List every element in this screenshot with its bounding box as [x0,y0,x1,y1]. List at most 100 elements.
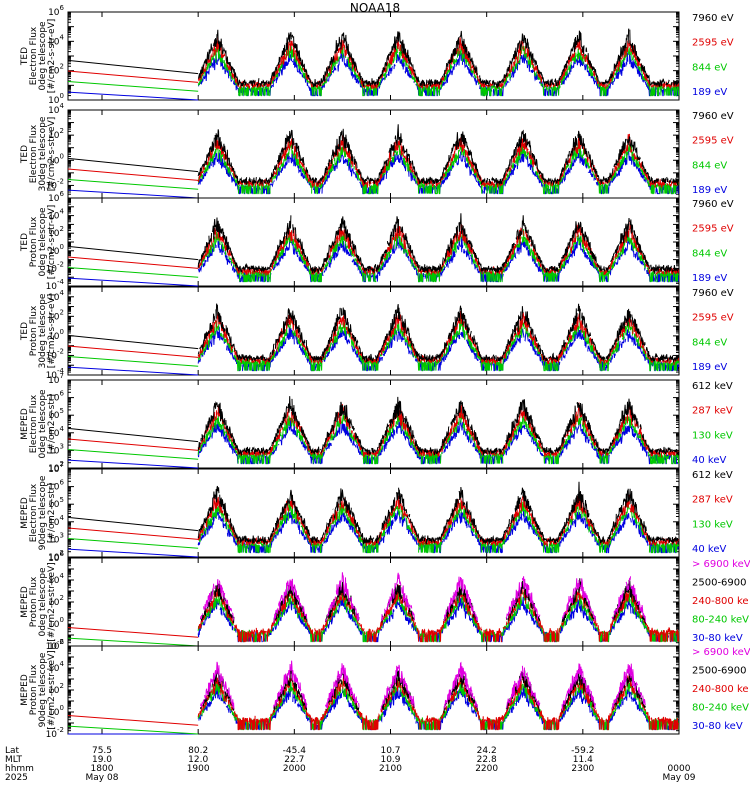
legend-entry: 287 keV [692,495,733,506]
y-axis-label: TED [20,47,30,66]
legend-entry: 2595 eV [692,313,734,324]
lat-tick-label: -59.2 [571,746,594,756]
mlt-tick-label: 19.0 [92,755,112,765]
series-interp-line [67,168,199,181]
axis-row-label: Lat [5,746,20,756]
legend-entry: 612 keV [692,470,733,481]
series-interp-line [67,548,199,558]
legend-entry: 40 keV [692,455,726,466]
series-interp-line [67,245,199,261]
legend-entry: 2500-6900 [692,666,747,677]
series-interp-line [67,449,199,460]
time-tick-label: 1800 [91,764,114,774]
legend-entry: 189 eV [692,362,727,373]
series-trace [198,500,680,554]
lat-tick-label: 80.2 [188,746,208,756]
legend-entry: 7960 eV [692,13,734,24]
date-tick-label: May 09 [663,773,696,783]
series-trace [200,660,646,711]
time-tick-label: 2300 [571,764,594,774]
legend-entry: 844 eV [692,160,727,171]
time-tick-label: 2100 [379,764,402,774]
legend-entry: 612 keV [692,381,733,392]
series-trace [197,28,680,88]
y-axis-label: TED [20,322,30,341]
series-trace [197,124,679,186]
series-interp-line [67,356,199,367]
series-interp-line [67,516,199,532]
y-axis-label: [#/cm2-s-str] [47,394,57,454]
y-axis-label: 90deg telescope [38,652,48,727]
time-tick-label: 2200 [475,764,498,774]
legend-entry: 80-240 keV [692,703,749,714]
lat-tick-label: 24.2 [477,746,497,756]
y-axis-label: Electron Flux [29,483,39,542]
y-axis-label: [#/cm2-s-str-eV] [47,117,57,192]
axis-row-label: hhmm [5,764,34,774]
y-axis-label: Electron Flux [29,124,39,183]
axis-row-label: 2025 [5,773,28,783]
y-axis-label: 0deg telescope [38,567,48,637]
series-trace [197,481,679,545]
series-interp-line [67,715,199,726]
y-axis-label: Electron Flux [29,394,39,453]
legend-entry: 240-800 ke [692,684,749,695]
y-axis-label: TED [20,145,30,164]
legend-entry: 40 keV [692,544,726,555]
lat-tick-label: 75.5 [92,746,112,756]
y-axis-label: [#/cm2-s-str-eV] [47,19,57,94]
series-trace [197,213,679,274]
y-axis-label: TED [20,233,30,252]
y-axis-label: Proton Flux [29,664,39,715]
y-axis-label: [#/cm2-s-str] [47,483,57,543]
legend-entry: 844 eV [692,248,727,259]
legend-entry: 30-80 keV [692,721,743,732]
y-axis-label: Electron Flux [29,26,39,85]
y-axis-label: [#/cm2-s-str-keV] [47,562,57,641]
y-axis-label: 0deg telescope [38,389,48,459]
y-axis-label: 0deg telescope [38,207,48,277]
y-axis-label: [#/cm2-s-str-eV] [47,205,57,280]
y-axis-label: Proton Flux [29,576,39,627]
series-interp-line [67,256,199,269]
legend-entry: 240-800 ke [692,596,749,607]
legend-entry: 130 keV [692,519,733,530]
legend-entry: 2595 eV [692,224,734,235]
y-axis-label: MEPED [20,408,30,440]
legend-entry: 189 eV [692,273,727,284]
legend-entry: 844 eV [692,337,727,348]
y-axis-label: MEPED [20,674,30,706]
legend-entry: 2595 eV [692,136,734,147]
series-trace [197,303,680,363]
y-axis-label: MEPED [20,586,30,618]
series-interp-line [67,189,199,199]
series-trace [198,229,680,283]
series-interp-line [67,627,199,638]
series-interp-line [67,59,199,75]
series-interp-line [67,438,199,451]
legend-entry: > 6900 keV [692,647,750,658]
series-interp-line [67,277,199,287]
date-tick-label: May 08 [86,773,119,783]
series-interp-line [67,538,199,549]
y-axis-label: [#/cm2-s-str-keV] [47,650,57,729]
series-interp-line [67,427,199,443]
series-interp-line [67,70,199,83]
legend-entry: 7960 eV [692,111,734,122]
mlt-tick-label: 10.9 [380,755,400,765]
legend-entry: 2500-6900 [692,578,747,589]
legend-entry: 189 eV [692,87,727,98]
y-axis-label: 90deg telescope [38,475,48,550]
series-interp-line [67,91,199,101]
y-axis-label: Proton Flux [29,216,39,267]
series-interp-line [67,637,199,647]
series-interp-line [67,345,199,358]
series-interp-line [67,179,199,190]
series-trace [197,396,680,457]
legend-entry: 189 eV [692,185,727,196]
series-interp-line [67,157,199,173]
series-trace [200,572,646,624]
legend-entry: > 6900 keV [692,559,750,570]
y-axis-label: MEPED [20,497,30,529]
